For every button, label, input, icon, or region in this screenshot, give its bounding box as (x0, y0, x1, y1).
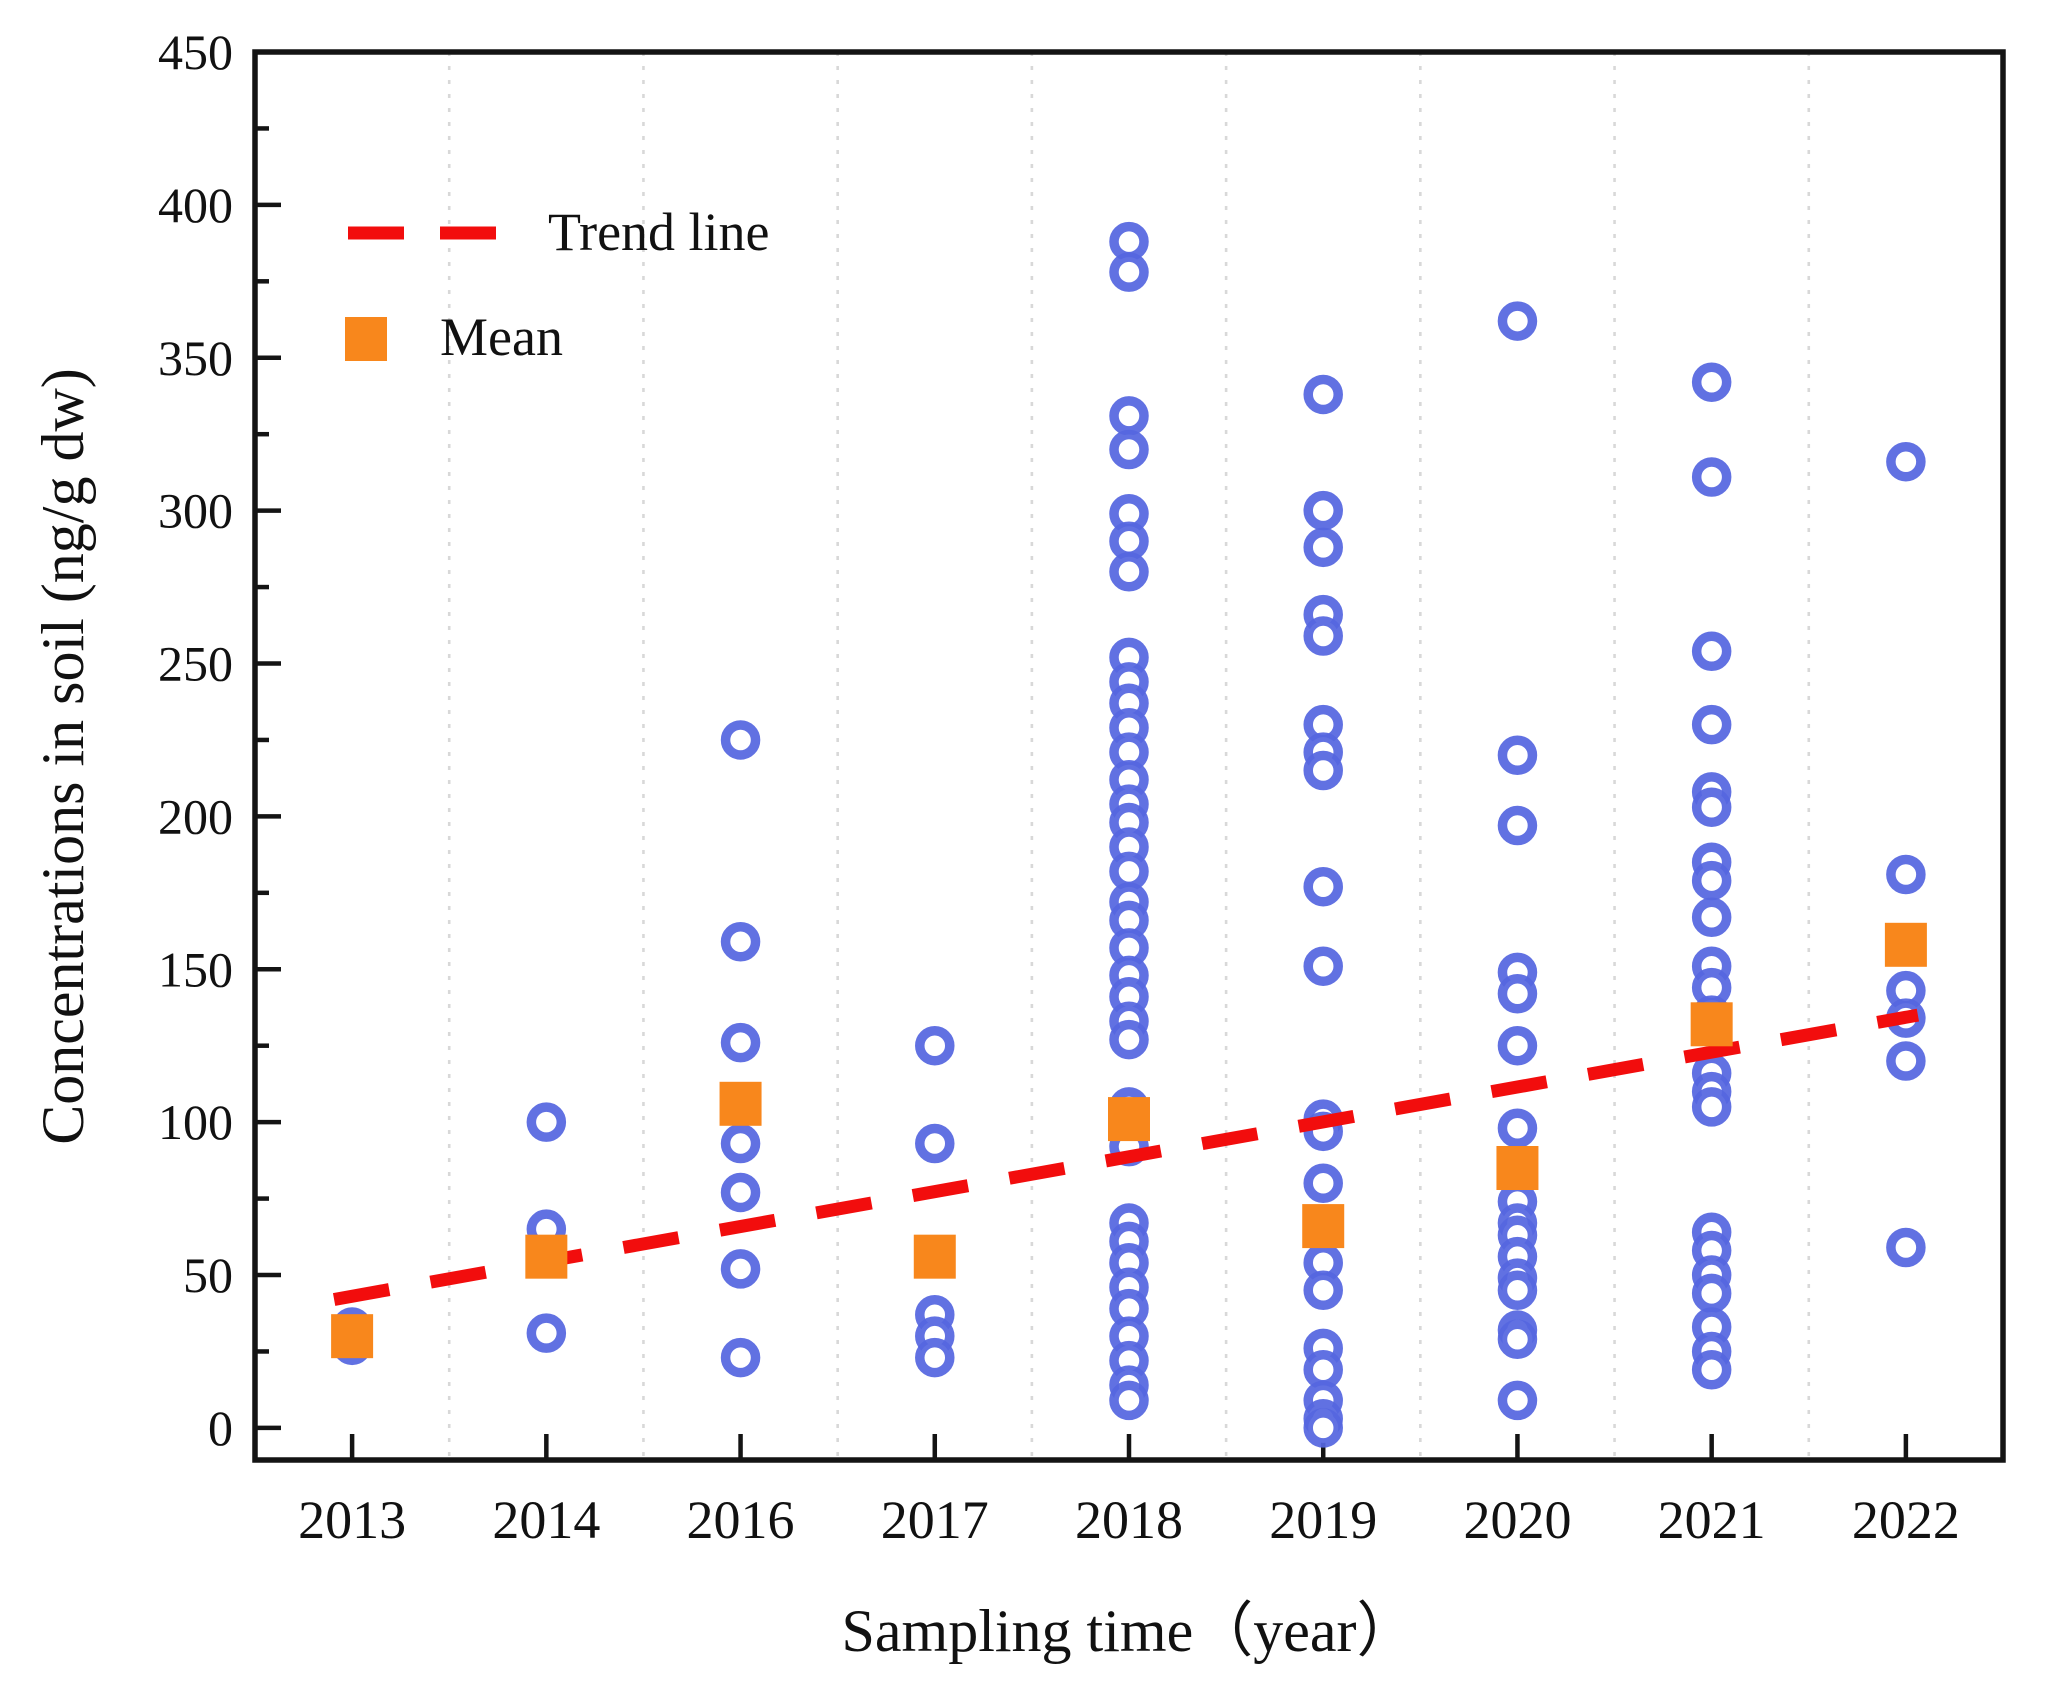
data-point-circle (526, 1313, 567, 1353)
data-point-circle (1886, 1041, 1926, 1081)
y-tick-label: 350 (158, 330, 233, 386)
y-tick-label: 200 (158, 788, 233, 844)
data-point-circle (1691, 1350, 1732, 1390)
data-point-circle (1303, 750, 1343, 791)
mean-square (913, 1234, 956, 1279)
data-point-circle (1303, 616, 1343, 656)
data-point-circle (1691, 1273, 1732, 1314)
data-point-circle (1109, 221, 1149, 262)
data-point-circle (1109, 1019, 1149, 1060)
data-point-circle (1497, 973, 1538, 1014)
data-point-circle (1497, 735, 1538, 775)
data-point-circle (1691, 897, 1732, 938)
data-point-circle (720, 1123, 761, 1164)
data-point-circle (915, 1123, 955, 1164)
data-point-circle (1303, 1408, 1343, 1448)
y-tick-label: 400 (158, 177, 233, 233)
data-point-circle (1109, 429, 1149, 470)
data-point-circle (1109, 252, 1149, 292)
y-tick-label: 300 (158, 483, 233, 539)
y-tick-label: 50 (183, 1247, 233, 1303)
data-point-circle (915, 1337, 955, 1378)
data-point-circle (1497, 1025, 1538, 1066)
data-point-circle (1109, 396, 1149, 436)
data-point-circle (1497, 301, 1538, 341)
data-point-circle (915, 1025, 955, 1066)
data-point-circle (1303, 374, 1343, 415)
data-point-circle (1497, 1380, 1538, 1421)
data-point-circle (1691, 362, 1732, 402)
y-tick-label: 0 (208, 1400, 233, 1456)
mean-square (1302, 1204, 1345, 1249)
mean-square (1496, 1146, 1539, 1191)
data-point-circle (1497, 1319, 1538, 1359)
legend-mean-square-swatch (345, 317, 387, 361)
data-point-circle (720, 1337, 761, 1378)
x-tick-label: 2022 (1852, 1490, 1960, 1550)
data-point-circle (1497, 1108, 1538, 1149)
data-point-circle (1691, 457, 1732, 497)
x-tick-label: 2017 (881, 1490, 989, 1550)
x-tick-label: 2013 (298, 1490, 406, 1550)
data-point-circle (720, 1172, 761, 1213)
x-tick-label: 2016 (687, 1490, 795, 1550)
data-point-circle (720, 1022, 761, 1063)
data-point-circle (1497, 805, 1538, 846)
data-point-circle (1109, 552, 1149, 592)
mean-square (1690, 1002, 1733, 1047)
x-tick-label: 2020 (1463, 1490, 1571, 1550)
data-point-circle (1303, 1270, 1343, 1311)
x-tick-label: 2021 (1658, 1490, 1766, 1550)
data-point-circle (1691, 787, 1732, 827)
y-tick-label: 150 (158, 941, 233, 997)
data-point-circle (1303, 866, 1343, 907)
mean-square (331, 1314, 374, 1359)
data-point-circle (1691, 1087, 1732, 1127)
legend-mean-label: Mean (440, 307, 563, 367)
data-point-circle (1303, 527, 1343, 568)
mean-square (1108, 1097, 1150, 1142)
data-point-circle (1303, 1350, 1343, 1390)
data-point-circle (1109, 1380, 1149, 1421)
mean-square (719, 1081, 762, 1126)
y-axis-title: Concentrations in soil (ng/g dw) (29, 367, 96, 1145)
data-point-circle (1691, 631, 1732, 672)
y-axis-title-wrap: Concentrations in soil (ng/g dw) (8, 52, 118, 1460)
y-tick-label: 450 (158, 24, 233, 80)
data-point-circle (1497, 1270, 1538, 1311)
x-tick-label: 2018 (1075, 1490, 1183, 1550)
data-point-circle (1303, 490, 1343, 531)
data-point-circle (720, 921, 761, 962)
data-point-circle (1109, 521, 1149, 561)
data-point-circle (720, 1249, 761, 1289)
mean-square (1884, 922, 1927, 967)
x-tick-label: 2014 (492, 1490, 600, 1550)
data-point-circle (1109, 851, 1149, 892)
data-point-circle (1303, 946, 1343, 986)
y-tick-label: 250 (158, 636, 233, 692)
data-point-circle (1303, 1163, 1343, 1204)
mean-square (525, 1234, 568, 1279)
x-axis-title: Sampling time（year） (841, 1598, 1417, 1664)
data-point-circle (1886, 1227, 1926, 1268)
legend-trend-line-label: Trend line (548, 202, 770, 262)
data-point-circle (720, 720, 761, 760)
x-tick-label: 2019 (1269, 1490, 1377, 1550)
trend-line (332, 1008, 1920, 1306)
data-point-circle (1691, 704, 1732, 745)
y-tick-label: 100 (158, 1094, 233, 1150)
data-point-circle (526, 1102, 567, 1142)
data-point-circle (1886, 854, 1926, 895)
data-point-circle (1691, 860, 1732, 901)
data-point-circle (1886, 441, 1926, 482)
